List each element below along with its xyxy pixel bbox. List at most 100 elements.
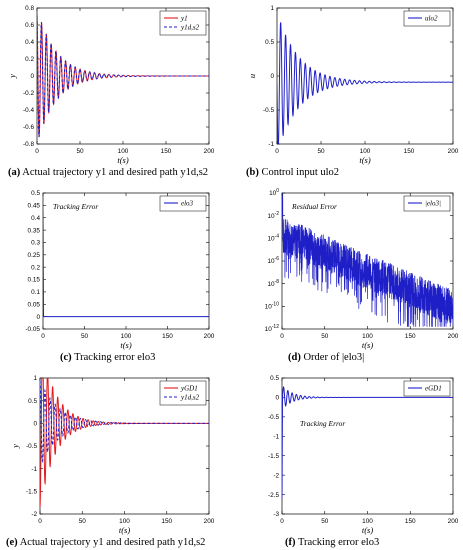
y-tick-label: 0.5 bbox=[270, 375, 279, 382]
x-tick-label: 50 bbox=[79, 518, 87, 525]
x-tick-label: 50 bbox=[321, 333, 329, 340]
y-tick-label: 0 bbox=[36, 314, 40, 321]
x-tick-label: 100 bbox=[121, 333, 132, 340]
y-tick-label: -0.2 bbox=[23, 90, 34, 97]
y-axis-label: y bbox=[7, 74, 17, 79]
caption-b: (b) Control input ulo2 bbox=[246, 167, 339, 178]
y-tick-label: -1 bbox=[31, 466, 37, 473]
x-axis-label: t(s) bbox=[359, 155, 371, 165]
y-tick-label: 0 bbox=[30, 73, 34, 80]
y-tick-label: -0.5 bbox=[26, 443, 37, 450]
y-tick-label: 10-2 bbox=[267, 211, 279, 220]
x-tick-label: 0 bbox=[35, 148, 39, 155]
legend-box bbox=[159, 10, 207, 36]
legend-box bbox=[403, 380, 451, 397]
y-tick-label: 0.2 bbox=[25, 56, 34, 63]
x-tick-label: 0 bbox=[38, 518, 42, 525]
x-tick-label: 100 bbox=[118, 148, 129, 155]
caption-a: (a) Actual trajectory y1 and desired pat… bbox=[8, 167, 208, 178]
legend-label: elo3 bbox=[181, 199, 194, 207]
annotation-text: Tracking Error bbox=[53, 202, 98, 211]
legend-label: |elo3| bbox=[425, 199, 441, 207]
chart-e: 0 50 100 150 200 -2 -1.5 -1 -0.5 0 0.5 1 t(s) y yGD1y1… bbox=[10, 375, 215, 535]
x-tick-label: 0 bbox=[41, 333, 45, 340]
x-tick-label: 100 bbox=[362, 333, 373, 340]
y-tick-label: -2 bbox=[31, 511, 37, 518]
chart-a: 0 50 100 150 200 -0.8 -0.6 -0.4 -0.2 0 0.2 0.4 0.6 0.… bbox=[7, 5, 215, 165]
y-tick-label: -2.5 bbox=[268, 492, 279, 499]
x-tick-label: 150 bbox=[161, 148, 172, 155]
legend-label: y1 bbox=[180, 14, 188, 22]
x-axis-label: t(s) bbox=[119, 525, 131, 535]
series-line-0 bbox=[282, 386, 453, 499]
legend-label: y1d,s2 bbox=[180, 393, 200, 401]
y-tick-exponent: -8 bbox=[275, 279, 280, 285]
annotation-text: Residual Error bbox=[291, 202, 337, 211]
x-tick-label: 150 bbox=[161, 518, 172, 525]
x-tick-label: 100 bbox=[119, 518, 130, 525]
legend-box bbox=[403, 10, 451, 27]
x-axis-label: t(s) bbox=[362, 340, 374, 350]
x-tick-label: 150 bbox=[405, 518, 416, 525]
legend-label: yGD1 bbox=[180, 384, 198, 392]
y-tick-label: -1.5 bbox=[26, 489, 37, 496]
chart-f: 0 50 100 150 200 -3 -2.5 -2 -1.5 -1 -0.5 0 0.5 t(s) Tr… bbox=[268, 375, 459, 535]
x-axis-label: t(s) bbox=[117, 155, 129, 165]
y-tick-label: 0.15 bbox=[28, 277, 41, 284]
y-tick-label: -0.6 bbox=[23, 124, 34, 131]
caption-e: (e) Actual trajectory y1 and desired pat… bbox=[6, 537, 205, 548]
x-tick-label: 0 bbox=[280, 333, 284, 340]
legend-box bbox=[159, 380, 207, 406]
legend-box bbox=[403, 195, 451, 212]
chart-d: 0 50 100 150 200 100 10-2 10-4 10-6 10-8 10-10 10-1… bbox=[265, 188, 459, 350]
x-tick-label: 150 bbox=[162, 333, 173, 340]
x-tick-label: 100 bbox=[362, 518, 373, 525]
y-tick-label: 1 bbox=[270, 5, 274, 12]
y-tick-label: -0.5 bbox=[268, 414, 279, 421]
y-tick-label: -3 bbox=[273, 511, 279, 518]
y-tick-label: -1.5 bbox=[268, 453, 279, 460]
y-tick-label: 0.1 bbox=[31, 289, 40, 296]
chart-c: 0 50 100 150 200-0.0500.050.10.150.20.250.30… bbox=[25, 190, 214, 350]
legend-label: y1d,s2 bbox=[180, 23, 200, 31]
y-tick-exponent: -12 bbox=[272, 324, 279, 330]
x-tick-label: 200 bbox=[448, 518, 459, 525]
x-tick-label: 50 bbox=[76, 148, 84, 155]
series-line-0 bbox=[277, 22, 453, 144]
x-tick-label: 50 bbox=[321, 518, 329, 525]
plot-frame bbox=[276, 7, 454, 145]
legend: elo3 bbox=[159, 195, 207, 212]
y-tick-label: -0.05 bbox=[25, 326, 40, 333]
x-tick-label: 50 bbox=[81, 333, 89, 340]
y-tick-label: 0.4 bbox=[25, 39, 34, 46]
x-tick-label: 200 bbox=[204, 333, 215, 340]
y-tick-label: 10-8 bbox=[267, 279, 279, 288]
x-tick-label: 150 bbox=[404, 148, 415, 155]
y-tick-label: 0.45 bbox=[28, 203, 41, 210]
caption-c: (c) Tracking error elo3 bbox=[60, 352, 155, 363]
y-tick-label: -1 bbox=[273, 433, 279, 440]
y-axis-label: y bbox=[10, 444, 20, 449]
caption-f: (f) Tracking error elo3 bbox=[285, 537, 379, 548]
series-line-0 bbox=[43, 210, 209, 318]
y-tick-label: -0.4 bbox=[23, 107, 34, 114]
y-tick-label: 10-4 bbox=[267, 234, 279, 243]
legend: |elo3| bbox=[403, 195, 451, 212]
y-tick-label: 0 bbox=[275, 395, 279, 402]
y-tick-label: -2 bbox=[273, 472, 279, 479]
y-axis-label: u bbox=[247, 74, 257, 78]
x-tick-label: 100 bbox=[360, 148, 371, 155]
x-tick-label: 200 bbox=[204, 148, 215, 155]
series-line-1 bbox=[40, 380, 209, 463]
series-line-0 bbox=[282, 193, 453, 327]
legend-box bbox=[159, 195, 207, 212]
y-tick-label: 10-10 bbox=[265, 302, 280, 311]
y-tick-label: 0 bbox=[270, 73, 274, 80]
y-tick-label: 0 bbox=[33, 421, 37, 428]
plot-frame bbox=[42, 192, 210, 330]
series-line-1 bbox=[37, 16, 209, 138]
caption-d: (d) Order of |elo3| bbox=[288, 352, 364, 363]
